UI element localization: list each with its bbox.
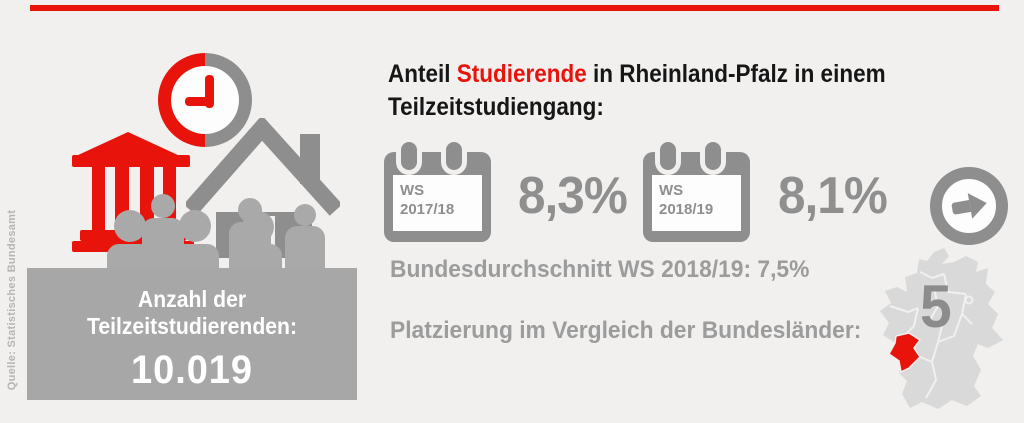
arrow-right-circle-icon [930, 167, 1008, 245]
headline-line1: Anteil Studierende in Rheinland-Pfalz in… [388, 60, 886, 88]
share-value-ws-2018-19: 8,1% [778, 167, 888, 225]
calendar-label: WS 2017/18 [393, 175, 482, 231]
top-accent-bar [30, 5, 999, 11]
calendar-icon-ws-2017-18: WS 2017/18 [384, 142, 491, 242]
rank-value: 5 [920, 273, 952, 340]
calendar-ring-icon [705, 142, 721, 170]
calendar-ring-icon [660, 142, 676, 170]
headline-line2: Teilzeitstudiengang: [388, 93, 604, 121]
federal-average-note: Bundesdurchschnitt WS 2018/19: 7,5% [390, 256, 810, 283]
count-label: Anzahl der Teilzeitstudierenden: [86, 286, 298, 339]
headline-highlight: Studierende [456, 60, 587, 88]
ranking-label: Platzierung im Vergleich der Bundeslände… [390, 317, 862, 344]
count-value: 10.019 [131, 348, 253, 392]
calendar-ring-icon [401, 142, 417, 170]
clock-minute-hand [205, 75, 214, 108]
rheinland-pfalz-region [888, 332, 922, 374]
calendar-ring-icon [446, 142, 462, 170]
source-note: Quelle: Statistisches Bundesamt [6, 209, 18, 391]
share-value-ws-2017-18: 8,3% [518, 167, 628, 225]
clock-hour-hand [185, 97, 214, 106]
calendar-icon-ws-2018-19: WS 2018/19 [643, 142, 750, 242]
arrow-right-icon [950, 190, 989, 222]
part-time-count-box: Anzahl der Teilzeitstudierenden: 10.019 [27, 268, 357, 400]
headline: Anteil Studierende in Rheinland-Pfalz in… [388, 58, 886, 124]
calendar-label: WS 2018/19 [652, 175, 741, 231]
students-group-icon [107, 194, 325, 268]
half-red-clock-icon [158, 53, 252, 147]
germany-map [880, 248, 1003, 409]
